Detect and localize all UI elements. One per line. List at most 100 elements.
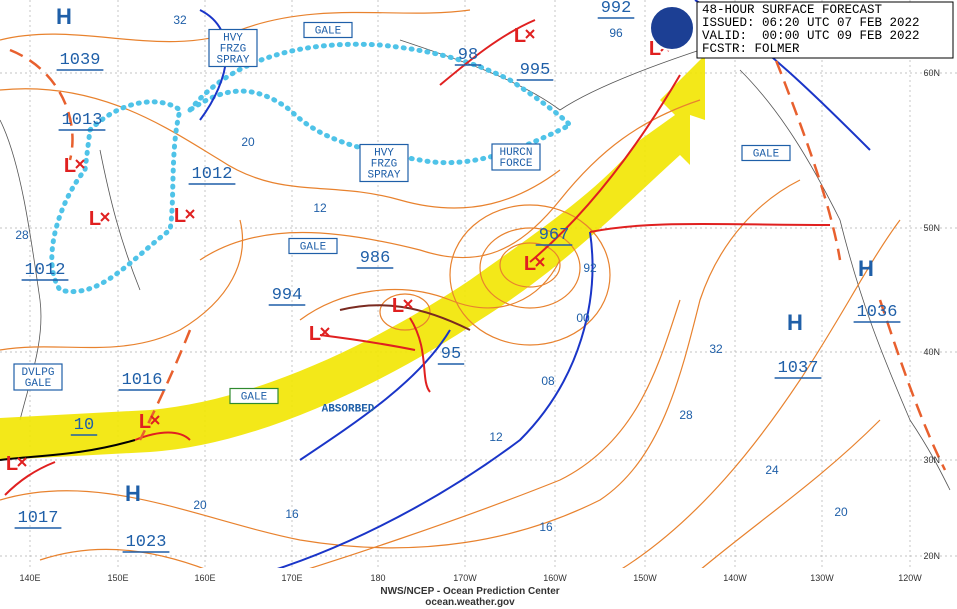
- isobar: [619, 219, 901, 571]
- longitude-label: 180: [370, 573, 385, 583]
- warning-text: GALE: [25, 378, 52, 390]
- isobar: [239, 299, 681, 591]
- low-center-mark: [320, 327, 330, 337]
- isobar-label: 08: [541, 374, 555, 388]
- footer-url: ocean.weather.gov: [425, 597, 515, 608]
- warning-box: [491, 143, 541, 171]
- pressure-label: 986: [360, 249, 391, 268]
- track-arrow: [4, 461, 56, 496]
- low-center: L: [174, 205, 186, 227]
- longitude-label: 170E: [281, 573, 302, 583]
- warning-box: [229, 387, 279, 405]
- low-center-mark: [525, 29, 535, 39]
- isobar: [39, 548, 221, 576]
- low-center: L: [514, 25, 526, 47]
- warning-text: HVY: [374, 148, 394, 160]
- isobar: [379, 293, 431, 331]
- storm-track-arrow: [0, 55, 705, 460]
- warning-text: FRZG: [371, 159, 397, 171]
- warning-text: GALE: [241, 392, 268, 404]
- pressure-label: 98: [458, 46, 478, 65]
- isobar-label: 12: [313, 201, 327, 215]
- warning-box: [288, 237, 338, 255]
- isobar-label: 28: [679, 408, 693, 422]
- latitude-label: 50N: [923, 223, 940, 233]
- high-center: H: [858, 256, 874, 281]
- isobar-label: 32: [709, 342, 723, 356]
- isobar: [449, 204, 611, 346]
- freezing-spray-area: [187, 41, 575, 166]
- pressure-label: 10: [74, 416, 94, 435]
- warning-box: [13, 363, 63, 391]
- low-center: L: [89, 208, 101, 230]
- pressure-label: 1017: [18, 509, 59, 528]
- low-center: L: [392, 295, 404, 317]
- track-arrow: [409, 317, 431, 393]
- latitude-label: 40N: [923, 347, 940, 357]
- isobar-label: 92: [583, 261, 597, 275]
- footer-agency: NWS/NCEP - Ocean Prediction Center: [380, 586, 559, 597]
- header-title: 48-HOUR SURFACE FORECAST: [702, 3, 883, 17]
- low-center: L: [139, 411, 151, 433]
- pressure-label: 994: [272, 286, 303, 305]
- labels: 1039 1013 1012 1012 1016 10 1017 1023 994 986 98 99…: [6, 0, 901, 553]
- warning-text: SPRAY: [367, 170, 400, 182]
- longitude-label: 150E: [107, 573, 128, 583]
- isobars: [0, 9, 901, 591]
- low-center-mark: [150, 415, 160, 425]
- low-center: L: [524, 253, 536, 275]
- warning-text: GALE: [315, 26, 342, 38]
- warning-box: [359, 143, 409, 183]
- longitude-labels: 140E 150E 160E 170E 180 170W 160W 150W 140W 130W 1…: [19, 573, 922, 583]
- isobar: [0, 179, 801, 549]
- pressure-label: 1012: [192, 165, 233, 184]
- isobar-label: 20: [193, 498, 207, 512]
- latitude-label: 30N: [923, 455, 940, 465]
- high-center: H: [787, 310, 803, 335]
- low-center-mark: [75, 159, 85, 169]
- isobar-label: 32: [173, 13, 187, 27]
- cold-front: [219, 231, 594, 586]
- isobar-label: 16: [285, 507, 299, 521]
- pressure-label: 1012: [25, 261, 66, 280]
- high-center: H: [125, 481, 141, 506]
- isobar: [299, 259, 561, 321]
- warning-box: [303, 21, 353, 39]
- longitude-label: 120W: [898, 573, 922, 583]
- pressure-label: 1036: [857, 303, 898, 322]
- na-coast: [739, 69, 951, 491]
- low-center-mark: [17, 457, 27, 467]
- longitude-label: 150W: [633, 573, 657, 583]
- pressure-label: 1037: [778, 359, 819, 378]
- warning-text: GALE: [753, 149, 780, 161]
- isobar-label: 20: [241, 135, 255, 149]
- isobar-label: 16: [539, 520, 553, 534]
- header-valid: VALID: 00:00 UTC 09 FEB 2022: [702, 29, 920, 43]
- track-arrow: [439, 19, 536, 86]
- forecast-tracks: [4, 19, 681, 496]
- pressure-label: 95: [441, 345, 461, 364]
- pressure-label: 992: [601, 0, 632, 18]
- isobar: [699, 419, 881, 571]
- warning-text: FORCE: [499, 158, 532, 170]
- trough: [758, 19, 842, 261]
- isobar: [0, 219, 244, 351]
- longitude-label: 160E: [194, 573, 215, 583]
- latitude-label: 60N: [923, 68, 940, 78]
- isobar-label: 28: [15, 228, 29, 242]
- isobar: [499, 242, 561, 288]
- latitude-label: 20N: [923, 551, 940, 561]
- low-center-mark: [185, 209, 195, 219]
- isobar-label: 96: [609, 26, 623, 40]
- warning-text: SPRAY: [216, 55, 249, 67]
- freezing-spray-area: [49, 99, 183, 294]
- noaa-logo: [649, 5, 695, 51]
- pressure-label: 1016: [122, 371, 163, 390]
- warning-box: [208, 28, 258, 68]
- longitude-label: 140E: [19, 573, 40, 583]
- pressure-label: 995: [520, 61, 551, 80]
- isobar-label: 24: [765, 463, 779, 477]
- low-center-mark: [100, 212, 110, 222]
- pressure-label: 967: [539, 226, 570, 245]
- cold-front: [299, 329, 451, 461]
